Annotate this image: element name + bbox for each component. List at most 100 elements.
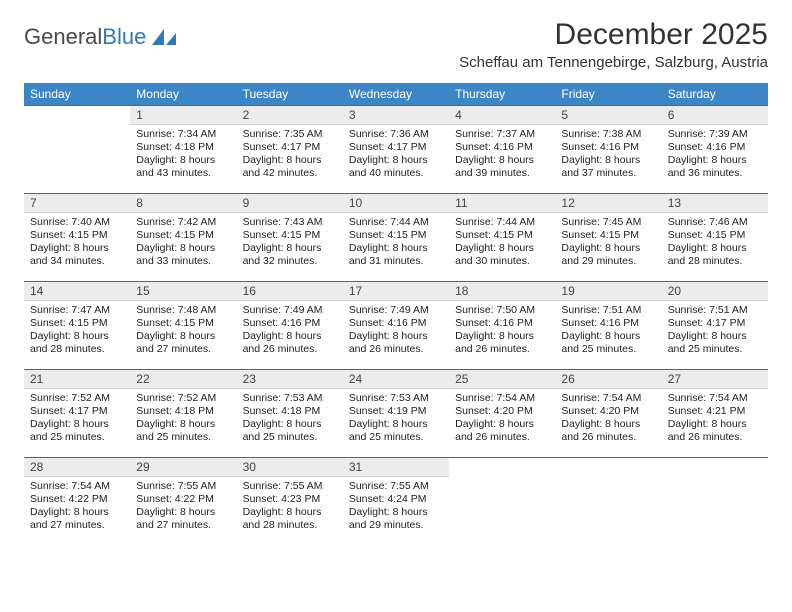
day-body: Sunrise: 7:44 AMSunset: 4:15 PMDaylight:… [449,213,555,275]
daylight-text-1: Daylight: 8 hours [349,242,443,255]
sunrise-text: Sunrise: 7:36 AM [349,128,443,141]
daylight-text-2: and 31 minutes. [349,255,443,268]
calendar-cell: . [449,457,555,545]
daylight-text-2: and 29 minutes. [349,519,443,532]
daylight-text-1: Daylight: 8 hours [561,418,655,431]
logo-sail-icon [150,27,178,47]
calendar-week-row: 14Sunrise: 7:47 AMSunset: 4:15 PMDayligh… [24,281,768,369]
daylight-text-2: and 26 minutes. [668,431,762,444]
sunset-text: Sunset: 4:16 PM [455,141,549,154]
calendar-week-row: 7Sunrise: 7:40 AMSunset: 4:15 PMDaylight… [24,193,768,281]
daylight-text-1: Daylight: 8 hours [136,418,230,431]
daylight-text-1: Daylight: 8 hours [349,418,443,431]
sunset-text: Sunset: 4:15 PM [349,229,443,242]
day-number: 10 [343,193,449,213]
calendar-cell: 11Sunrise: 7:44 AMSunset: 4:15 PMDayligh… [449,193,555,281]
day-number: 5 [555,105,661,125]
calendar-week-row: 21Sunrise: 7:52 AMSunset: 4:17 PMDayligh… [24,369,768,457]
day-body: Sunrise: 7:49 AMSunset: 4:16 PMDaylight:… [343,301,449,363]
day-body: Sunrise: 7:53 AMSunset: 4:19 PMDaylight:… [343,389,449,451]
day-number: 3 [343,105,449,125]
day-number: 15 [130,281,236,301]
calendar-cell: 24Sunrise: 7:53 AMSunset: 4:19 PMDayligh… [343,369,449,457]
sunset-text: Sunset: 4:16 PM [243,317,337,330]
day-body: Sunrise: 7:53 AMSunset: 4:18 PMDaylight:… [237,389,343,451]
title-block: December 2025 Scheffau am Tennengebirge,… [459,18,768,79]
sunset-text: Sunset: 4:20 PM [455,405,549,418]
sunset-text: Sunset: 4:21 PM [668,405,762,418]
day-number: 17 [343,281,449,301]
daylight-text-1: Daylight: 8 hours [243,330,337,343]
day-body: Sunrise: 7:36 AMSunset: 4:17 PMDaylight:… [343,125,449,187]
daylight-text-2: and 28 minutes. [668,255,762,268]
day-number: . [555,457,661,476]
daylight-text-1: Daylight: 8 hours [136,154,230,167]
daylight-text-1: Daylight: 8 hours [455,418,549,431]
daylight-text-2: and 26 minutes. [349,343,443,356]
sunrise-text: Sunrise: 7:46 AM [668,216,762,229]
sunset-text: Sunset: 4:16 PM [561,141,655,154]
daylight-text-2: and 25 minutes. [668,343,762,356]
daylight-text-2: and 34 minutes. [30,255,124,268]
calendar-table: SundayMondayTuesdayWednesdayThursdayFrid… [24,83,768,545]
daylight-text-2: and 43 minutes. [136,167,230,180]
day-body: Sunrise: 7:40 AMSunset: 4:15 PMDaylight:… [24,213,130,275]
sunrise-text: Sunrise: 7:53 AM [243,392,337,405]
daylight-text-1: Daylight: 8 hours [455,154,549,167]
sunset-text: Sunset: 4:15 PM [455,229,549,242]
calendar-cell: . [555,457,661,545]
sunrise-text: Sunrise: 7:54 AM [30,480,124,493]
sunrise-text: Sunrise: 7:42 AM [136,216,230,229]
calendar-body: . 1Sunrise: 7:34 AMSunset: 4:18 PMDayligh… [24,105,768,545]
day-body: Sunrise: 7:51 AMSunset: 4:17 PMDaylight:… [662,301,768,363]
day-number: 2 [237,105,343,125]
sunrise-text: Sunrise: 7:38 AM [561,128,655,141]
daylight-text-1: Daylight: 8 hours [455,242,549,255]
sunrise-text: Sunrise: 7:49 AM [349,304,443,317]
weekday-header: Friday [555,83,661,105]
day-number: 9 [237,193,343,213]
daylight-text-2: and 40 minutes. [349,167,443,180]
sunrise-text: Sunrise: 7:54 AM [455,392,549,405]
day-number: 13 [662,193,768,213]
daylight-text-1: Daylight: 8 hours [561,154,655,167]
day-number: 27 [662,369,768,389]
day-body: Sunrise: 7:55 AMSunset: 4:23 PMDaylight:… [237,477,343,539]
calendar-cell: 31Sunrise: 7:55 AMSunset: 4:24 PMDayligh… [343,457,449,545]
day-body: Sunrise: 7:51 AMSunset: 4:16 PMDaylight:… [555,301,661,363]
calendar-cell: 18Sunrise: 7:50 AMSunset: 4:16 PMDayligh… [449,281,555,369]
calendar-cell: 26Sunrise: 7:54 AMSunset: 4:20 PMDayligh… [555,369,661,457]
sunset-text: Sunset: 4:16 PM [668,141,762,154]
calendar-cell: 13Sunrise: 7:46 AMSunset: 4:15 PMDayligh… [662,193,768,281]
sunrise-text: Sunrise: 7:55 AM [243,480,337,493]
daylight-text-1: Daylight: 8 hours [349,154,443,167]
sunrise-text: Sunrise: 7:45 AM [561,216,655,229]
day-number: 28 [24,457,130,477]
sunset-text: Sunset: 4:15 PM [136,317,230,330]
day-body: Sunrise: 7:52 AMSunset: 4:17 PMDaylight:… [24,389,130,451]
sunset-text: Sunset: 4:17 PM [349,141,443,154]
day-body: Sunrise: 7:55 AMSunset: 4:24 PMDaylight:… [343,477,449,539]
calendar-cell: 2Sunrise: 7:35 AMSunset: 4:17 PMDaylight… [237,105,343,193]
day-body: Sunrise: 7:47 AMSunset: 4:15 PMDaylight:… [24,301,130,363]
calendar-cell: 23Sunrise: 7:53 AMSunset: 4:18 PMDayligh… [237,369,343,457]
calendar-cell: . [662,457,768,545]
sunset-text: Sunset: 4:17 PM [668,317,762,330]
logo-text-blue: Blue [102,24,146,50]
calendar-cell: 8Sunrise: 7:42 AMSunset: 4:15 PMDaylight… [130,193,236,281]
sunset-text: Sunset: 4:18 PM [136,141,230,154]
logo-text-gray: General [24,24,102,50]
daylight-text-1: Daylight: 8 hours [243,418,337,431]
sunset-text: Sunset: 4:19 PM [349,405,443,418]
day-number: 30 [237,457,343,477]
daylight-text-1: Daylight: 8 hours [561,242,655,255]
calendar-cell: 1Sunrise: 7:34 AMSunset: 4:18 PMDaylight… [130,105,236,193]
sunrise-text: Sunrise: 7:55 AM [136,480,230,493]
daylight-text-2: and 26 minutes. [561,431,655,444]
calendar-cell: 3Sunrise: 7:36 AMSunset: 4:17 PMDaylight… [343,105,449,193]
sunset-text: Sunset: 4:23 PM [243,493,337,506]
daylight-text-1: Daylight: 8 hours [349,506,443,519]
weekday-header: Wednesday [343,83,449,105]
daylight-text-2: and 26 minutes. [455,431,549,444]
daylight-text-1: Daylight: 8 hours [243,242,337,255]
